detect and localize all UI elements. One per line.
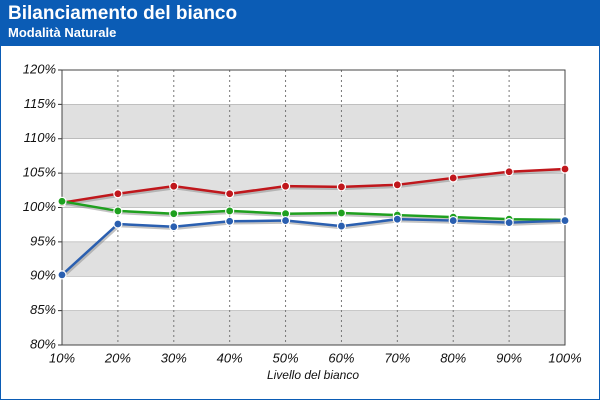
point	[560, 215, 570, 226]
point	[336, 221, 347, 231]
point	[169, 181, 179, 191]
point	[392, 180, 402, 190]
point	[280, 181, 291, 191]
x-tick-label: 80%	[440, 350, 466, 365]
y-tick-label: 120%	[23, 61, 56, 76]
grid-band	[62, 310, 565, 345]
x-axis-label: Livello del bianco	[267, 368, 359, 382]
point	[448, 173, 458, 183]
point	[336, 182, 347, 192]
x-tick-label: 50%	[273, 350, 299, 365]
y-tick-label: 90%	[30, 268, 56, 283]
point	[225, 189, 235, 199]
line-shadow	[61, 218, 567, 278]
grid-band	[62, 241, 565, 277]
y-tick-label: 105%	[23, 165, 56, 180]
point	[113, 219, 123, 229]
point	[280, 215, 291, 226]
x-tick-label: 70%	[384, 350, 410, 365]
point	[504, 218, 514, 228]
x-tick-label: 30%	[161, 350, 187, 365]
point	[504, 167, 514, 177]
point	[169, 222, 179, 232]
chart-subtitle: Modalità Naturale	[8, 25, 116, 40]
point	[113, 189, 123, 199]
x-tick-label: 10%	[49, 350, 75, 365]
plot: 80% 85% 90% 95% 100% 105% 110% 115% 120% 10% 20% 30…	[23, 61, 582, 365]
point	[113, 206, 123, 216]
series-line	[61, 200, 566, 222]
series-line	[61, 167, 566, 204]
point	[169, 209, 179, 219]
x-tick-label: 40%	[217, 350, 243, 365]
header	[0, 0, 600, 46]
x-tick-label: 100%	[548, 350, 581, 365]
line-shadow	[62, 201, 567, 224]
grid-band	[62, 104, 565, 139]
point	[57, 196, 67, 206]
y-tick-label: 80%	[30, 336, 56, 351]
x-tick-label: 20%	[104, 350, 131, 365]
plot-border	[61, 69, 566, 346]
y-tick-label: 115%	[24, 96, 56, 111]
point	[225, 216, 235, 226]
y-tick-label: 110%	[24, 130, 56, 145]
point	[336, 208, 347, 218]
chart-title: Bilanciamento del bianco	[8, 3, 237, 24]
series-line	[61, 217, 566, 276]
point	[448, 215, 458, 226]
x-tick-label: 60%	[328, 350, 354, 365]
point	[225, 206, 235, 216]
point	[560, 164, 570, 174]
y-tick-label: 100%	[23, 199, 56, 214]
point	[57, 270, 67, 280]
y-tick-label: 85%	[30, 302, 56, 317]
x-tick-label: 90%	[496, 350, 522, 365]
y-tick-label: 95%	[30, 233, 56, 248]
line-shadow	[62, 168, 567, 206]
point	[392, 214, 402, 224]
